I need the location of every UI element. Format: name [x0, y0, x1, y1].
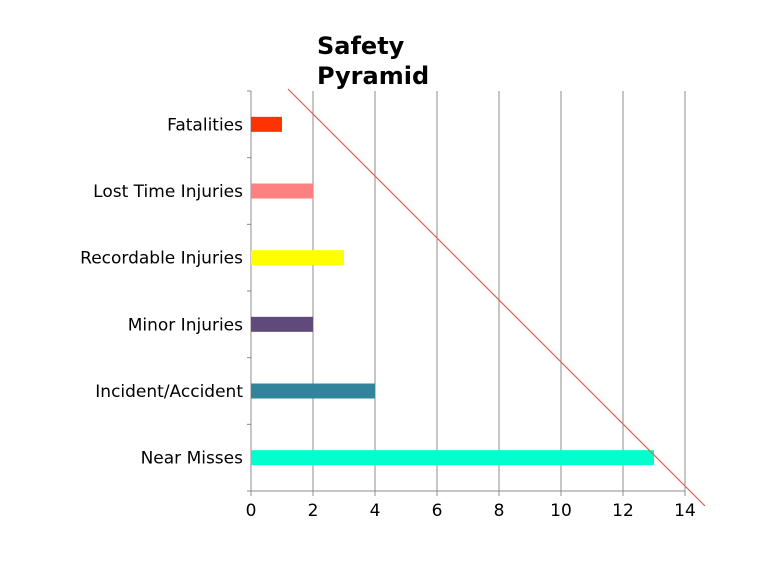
- chart-title-line-1: Safety: [317, 32, 405, 60]
- bar-fatalities: [251, 116, 282, 132]
- bars: [251, 116, 654, 466]
- x-tick-label: 12: [612, 501, 634, 521]
- bar-near-misses: [251, 450, 654, 466]
- bar-minor-injuries: [251, 316, 313, 332]
- gridlines: [312, 91, 686, 491]
- category-label: Fatalities: [167, 115, 243, 135]
- category-label: Lost Time Injuries: [93, 182, 243, 202]
- x-tick-label: 4: [370, 501, 381, 521]
- axes: [247, 90, 686, 496]
- x-tick-labels: 0 2 4 6 8 10 12 14: [246, 501, 696, 521]
- bar-incident-accident: [251, 383, 375, 399]
- category-labels: Fatalities Lost Time Injuries Recordable I…: [80, 115, 243, 468]
- category-label: Recordable Injuries: [80, 249, 243, 269]
- x-tick-label: 8: [494, 501, 505, 521]
- trend-line: [287, 88, 706, 507]
- bar-recordable-injuries: [251, 250, 344, 266]
- category-label: Incident/Accident: [95, 382, 243, 402]
- category-label: Near Misses: [141, 449, 244, 469]
- x-tick-label: 14: [674, 501, 696, 521]
- chart-title-line-2: Pyramid: [317, 62, 429, 90]
- x-tick-label: 0: [246, 501, 257, 521]
- bar-lost-time-injuries: [251, 183, 313, 199]
- x-tick-label: 10: [550, 501, 572, 521]
- category-label: Minor Injuries: [128, 315, 243, 335]
- x-tick-label: 6: [432, 501, 443, 521]
- x-tick-label: 2: [308, 501, 319, 521]
